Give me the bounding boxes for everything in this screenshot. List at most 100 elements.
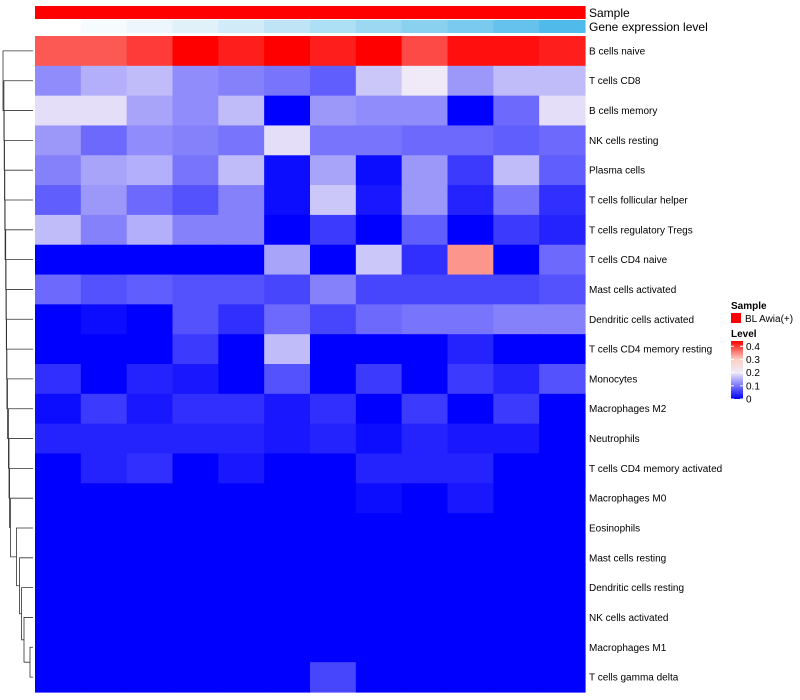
heatmap-cell [80, 662, 128, 693]
heatmap-cell [172, 214, 219, 246]
heatmap-cell [80, 334, 128, 365]
heatmap-cell [218, 572, 265, 604]
heatmap-cell [493, 334, 540, 365]
heatmap-cell [355, 364, 403, 395]
heatmap-cell [172, 602, 219, 633]
heatmap-cell [355, 572, 403, 604]
heatmap-cell [172, 65, 219, 97]
heatmap-cell [310, 65, 357, 97]
heatmap-cell [172, 304, 219, 335]
annotation-cell [447, 20, 494, 33]
annotation-cell [126, 20, 174, 33]
heatmap-cell [264, 95, 311, 127]
annotation-cell [80, 6, 128, 19]
heatmap-cell [447, 185, 494, 216]
heatmap-cell [264, 334, 311, 365]
heatmap-cell [264, 483, 311, 514]
heatmap-cell [447, 214, 494, 246]
heatmap-cell [401, 483, 449, 514]
heatmap-cell [401, 513, 449, 544]
heatmap-cell [447, 483, 494, 514]
row-label: T cells regulatory Tregs [589, 225, 693, 236]
heatmap-cell [539, 453, 586, 484]
heatmap-cell [539, 185, 586, 216]
heatmap-cell [310, 304, 357, 335]
heatmap-cell [493, 125, 540, 156]
heatmap-cell [264, 542, 311, 574]
heatmap-cell [539, 393, 586, 425]
heatmap-cell [401, 662, 449, 693]
legend-sample-title: Sample [731, 301, 767, 312]
heatmap-cell [310, 453, 357, 484]
dendrogram-branch [16, 527, 33, 587]
row-label: T cells CD8 [589, 76, 641, 87]
row-label: NK cells resting [589, 136, 658, 147]
heatmap-cell [493, 542, 540, 574]
legend-sample-swatch [731, 313, 741, 323]
heatmap-cell [172, 274, 219, 305]
heatmap-cell [126, 572, 174, 604]
row-label: Monocytes [589, 374, 637, 385]
heatmap-cell [80, 483, 128, 514]
legend-color-bar [731, 341, 743, 399]
heatmap-cell [218, 632, 265, 663]
heatmap-cell [355, 274, 403, 305]
heatmap-cell [218, 542, 265, 574]
legend-tick-label: 0.3 [746, 355, 760, 366]
dendrogram-branch [2, 50, 33, 111]
heatmap-cell [493, 65, 540, 97]
heatmap-cell [80, 65, 128, 97]
heatmap-cell [126, 36, 174, 67]
annotation-label: Gene expression level [589, 20, 708, 34]
row-label: Mast cells resting [589, 553, 666, 564]
heatmap-cell [172, 542, 219, 574]
heatmap-cell [172, 125, 219, 156]
heatmap-cell [310, 214, 357, 246]
heatmap-cell [310, 602, 357, 633]
heatmap-cell [35, 602, 82, 633]
heatmap-cell [218, 244, 265, 276]
heatmap-cell [493, 602, 540, 633]
heatmap-cell [493, 662, 540, 693]
heatmap-cell [493, 632, 540, 663]
heatmap-cell [310, 244, 357, 276]
heatmap-cell [35, 423, 82, 455]
heatmap-cell [35, 662, 82, 693]
heatmap-cell [310, 36, 357, 67]
heatmap-cell [80, 95, 128, 127]
heatmap-cell [126, 155, 174, 186]
heatmap-cell [172, 483, 219, 514]
heatmap-cell [264, 244, 311, 276]
row-label: Macrophages M2 [589, 404, 667, 415]
row-label: Mast cells activated [589, 285, 676, 296]
heatmap-cell [218, 95, 265, 127]
heatmap-cell [35, 125, 82, 156]
heatmap-cell [539, 542, 586, 574]
heatmap-cell [401, 542, 449, 574]
annotation-cell [264, 20, 311, 33]
heatmap-cell [35, 304, 82, 335]
heatmap-cell [401, 244, 449, 276]
legend-sample-item-label: BL Awia(+) [745, 314, 793, 325]
annotation-label: Sample [589, 6, 630, 20]
heatmap-cell [447, 453, 494, 484]
heatmap-cell [218, 185, 265, 216]
heatmap-cell [35, 632, 82, 663]
heatmap-cell [493, 185, 540, 216]
heatmap-cell [264, 393, 311, 425]
heatmap-cell [126, 393, 174, 425]
heatmap-cell [401, 155, 449, 186]
heatmap-cell [126, 125, 174, 156]
heatmap-cell [539, 423, 586, 455]
heatmap-cell [172, 185, 219, 216]
heatmap-cell [355, 602, 403, 633]
heatmap-cell [401, 334, 449, 365]
heatmap-cell [218, 214, 265, 246]
heatmap-cell [401, 274, 449, 305]
annotation-cell [447, 6, 494, 19]
heatmap-cell [401, 185, 449, 216]
heatmap-cell [493, 453, 540, 484]
heatmap-cell [264, 364, 311, 395]
legend-tick-label: 0 [746, 395, 752, 406]
annotation-cell [401, 20, 449, 33]
